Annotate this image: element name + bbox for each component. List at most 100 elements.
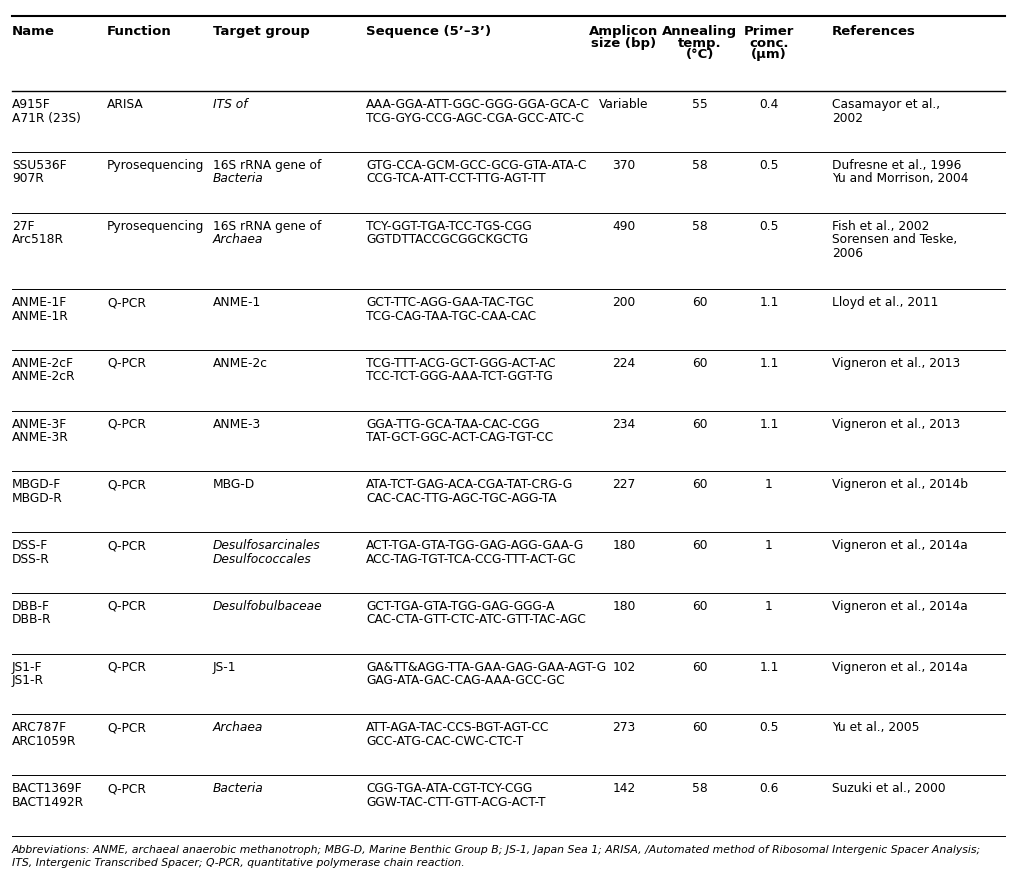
Text: 370: 370 bbox=[612, 158, 636, 172]
Text: 60: 60 bbox=[693, 599, 708, 612]
Text: Desulfobulbaceae: Desulfobulbaceae bbox=[213, 599, 322, 612]
Text: Yu and Morrison, 2004: Yu and Morrison, 2004 bbox=[832, 172, 968, 185]
Text: 0.4: 0.4 bbox=[760, 97, 779, 111]
Text: 1.1: 1.1 bbox=[760, 660, 779, 673]
Text: 27F: 27F bbox=[12, 219, 35, 232]
Text: 16S rRNA gene of: 16S rRNA gene of bbox=[213, 219, 321, 232]
Text: Q-PCR: Q-PCR bbox=[107, 599, 145, 612]
Text: 0.5: 0.5 bbox=[760, 158, 779, 172]
Text: References: References bbox=[832, 25, 916, 38]
Text: 60: 60 bbox=[693, 417, 708, 430]
Text: GGW-TAC-CTT-GTT-ACG-ACT-T: GGW-TAC-CTT-GTT-ACG-ACT-T bbox=[366, 795, 545, 808]
Text: 180: 180 bbox=[612, 599, 636, 612]
Text: A915F: A915F bbox=[12, 97, 51, 111]
Text: ANME-3F: ANME-3F bbox=[12, 417, 67, 430]
Text: Q-PCR: Q-PCR bbox=[107, 660, 145, 673]
Text: 16S rRNA gene of: 16S rRNA gene of bbox=[213, 158, 321, 172]
Text: TCG-TTT-ACG-GCT-GGG-ACT-AC: TCG-TTT-ACG-GCT-GGG-ACT-AC bbox=[366, 357, 555, 369]
Text: BACT1369F: BACT1369F bbox=[12, 781, 82, 795]
Text: 58: 58 bbox=[693, 781, 708, 795]
Text: 0.5: 0.5 bbox=[760, 219, 779, 232]
Text: Q-PCR: Q-PCR bbox=[107, 781, 145, 795]
Text: CCG-TCA-ATT-CCT-TTG-AGT-TT: CCG-TCA-ATT-CCT-TTG-AGT-TT bbox=[366, 172, 546, 185]
Text: Yu et al., 2005: Yu et al., 2005 bbox=[832, 721, 919, 734]
Text: Q-PCR: Q-PCR bbox=[107, 721, 145, 734]
Text: ATT-AGA-TAC-CCS-BGT-AGT-CC: ATT-AGA-TAC-CCS-BGT-AGT-CC bbox=[366, 721, 549, 734]
Text: GAG-ATA-GAC-CAG-AAA-GCC-GC: GAG-ATA-GAC-CAG-AAA-GCC-GC bbox=[366, 673, 564, 687]
Text: MBG-D: MBG-D bbox=[213, 478, 255, 491]
Text: 60: 60 bbox=[693, 538, 708, 552]
Text: ARC1059R: ARC1059R bbox=[12, 734, 76, 747]
Text: Fish et al., 2002: Fish et al., 2002 bbox=[832, 219, 930, 232]
Text: ARISA: ARISA bbox=[107, 97, 143, 111]
Text: Name: Name bbox=[12, 25, 55, 38]
Text: Pyrosequencing: Pyrosequencing bbox=[107, 158, 204, 172]
Text: Bacteria: Bacteria bbox=[213, 172, 263, 185]
Text: Vigneron et al., 2014a: Vigneron et al., 2014a bbox=[832, 660, 968, 673]
Text: Vigneron et al., 2014a: Vigneron et al., 2014a bbox=[832, 538, 968, 552]
Text: Desulfosarcinales: Desulfosarcinales bbox=[213, 538, 320, 552]
Text: MBGD-R: MBGD-R bbox=[12, 492, 63, 504]
Text: Vigneron et al., 2013: Vigneron et al., 2013 bbox=[832, 417, 960, 430]
Text: Pyrosequencing: Pyrosequencing bbox=[107, 219, 204, 232]
Text: Q-PCR: Q-PCR bbox=[107, 417, 145, 430]
Text: DBB-F: DBB-F bbox=[12, 599, 50, 612]
Text: 1: 1 bbox=[765, 538, 773, 552]
Text: Arc518R: Arc518R bbox=[12, 232, 64, 246]
Text: GGTDTTACCGCGGCKGCTG: GGTDTTACCGCGGCKGCTG bbox=[366, 232, 528, 246]
Text: Suzuki et al., 2000: Suzuki et al., 2000 bbox=[832, 781, 946, 795]
Text: ANME-1R: ANME-1R bbox=[12, 309, 69, 322]
Text: ACT-TGA-GTA-TGG-GAG-AGG-GAA-G: ACT-TGA-GTA-TGG-GAG-AGG-GAA-G bbox=[366, 538, 584, 552]
Text: TCC-TCT-GGG-AAA-TCT-GGT-TG: TCC-TCT-GGG-AAA-TCT-GGT-TG bbox=[366, 370, 553, 383]
Text: ARC787F: ARC787F bbox=[12, 721, 67, 734]
Text: 224: 224 bbox=[612, 357, 636, 369]
Text: Lloyd et al., 2011: Lloyd et al., 2011 bbox=[832, 296, 939, 308]
Text: TCY-GGT-TGA-TCC-TGS-CGG: TCY-GGT-TGA-TCC-TGS-CGG bbox=[366, 219, 532, 232]
Text: 1: 1 bbox=[765, 599, 773, 612]
Text: CAC-CTA-GTT-CTC-ATC-GTT-TAC-AGC: CAC-CTA-GTT-CTC-ATC-GTT-TAC-AGC bbox=[366, 612, 586, 626]
Text: CAC-CAC-TTG-AGC-TGC-AGG-TA: CAC-CAC-TTG-AGC-TGC-AGG-TA bbox=[366, 492, 556, 504]
Text: 58: 58 bbox=[693, 219, 708, 232]
Text: 60: 60 bbox=[693, 721, 708, 734]
Text: MBGD-F: MBGD-F bbox=[12, 478, 61, 491]
Text: Sequence (5’–3’): Sequence (5’–3’) bbox=[366, 25, 491, 38]
Text: TCG-GYG-CCG-AGC-CGA-GCC-ATC-C: TCG-GYG-CCG-AGC-CGA-GCC-ATC-C bbox=[366, 112, 584, 124]
Text: ITS of: ITS of bbox=[213, 97, 251, 111]
Text: ANME-2c: ANME-2c bbox=[213, 357, 268, 369]
Text: TAT-GCT-GGC-ACT-CAG-TGT-CC: TAT-GCT-GGC-ACT-CAG-TGT-CC bbox=[366, 431, 553, 443]
Text: 200: 200 bbox=[612, 296, 636, 308]
Text: GA&TT&AGG-TTA-GAA-GAG-GAA-AGT-G: GA&TT&AGG-TTA-GAA-GAG-GAA-AGT-G bbox=[366, 660, 606, 673]
Text: conc.: conc. bbox=[750, 37, 789, 49]
Text: DSS-F: DSS-F bbox=[12, 538, 48, 552]
Text: Sorensen and Teske,: Sorensen and Teske, bbox=[832, 232, 957, 246]
Text: Archaea: Archaea bbox=[213, 232, 263, 246]
Text: 58: 58 bbox=[693, 158, 708, 172]
Text: temp.: temp. bbox=[678, 37, 722, 49]
Text: Annealing: Annealing bbox=[662, 25, 737, 38]
Text: A71R (23S): A71R (23S) bbox=[12, 112, 81, 124]
Text: Archaea: Archaea bbox=[213, 721, 263, 734]
Text: Q-PCR: Q-PCR bbox=[107, 538, 145, 552]
Text: ANME-1F: ANME-1F bbox=[12, 296, 67, 308]
Text: 273: 273 bbox=[612, 721, 636, 734]
Text: JS1-F: JS1-F bbox=[12, 660, 43, 673]
Text: GCT-TTC-AGG-GAA-TAC-TGC: GCT-TTC-AGG-GAA-TAC-TGC bbox=[366, 296, 534, 308]
Text: ACC-TAG-TGT-TCA-CCG-TTT-ACT-GC: ACC-TAG-TGT-TCA-CCG-TTT-ACT-GC bbox=[366, 552, 577, 565]
Text: Vigneron et al., 2014a: Vigneron et al., 2014a bbox=[832, 599, 968, 612]
Text: 2002: 2002 bbox=[832, 112, 863, 124]
Text: 102: 102 bbox=[612, 660, 636, 673]
Text: (°C): (°C) bbox=[685, 48, 714, 61]
Text: 55: 55 bbox=[693, 97, 708, 111]
Text: Vigneron et al., 2014b: Vigneron et al., 2014b bbox=[832, 478, 968, 491]
Text: JS-1: JS-1 bbox=[213, 660, 237, 673]
Text: AAA-GGA-ATT-GGC-GGG-GGA-GCA-C: AAA-GGA-ATT-GGC-GGG-GGA-GCA-C bbox=[366, 97, 590, 111]
Text: 180: 180 bbox=[612, 538, 636, 552]
Text: DBB-R: DBB-R bbox=[12, 612, 52, 626]
Text: GGA-TTG-GCA-TAA-CAC-CGG: GGA-TTG-GCA-TAA-CAC-CGG bbox=[366, 417, 539, 430]
Text: 227: 227 bbox=[612, 478, 636, 491]
Text: ANME-3: ANME-3 bbox=[213, 417, 261, 430]
Text: GCT-TGA-GTA-TGG-GAG-GGG-A: GCT-TGA-GTA-TGG-GAG-GGG-A bbox=[366, 599, 554, 612]
Text: Q-PCR: Q-PCR bbox=[107, 296, 145, 308]
Text: 1.1: 1.1 bbox=[760, 357, 779, 369]
Text: 142: 142 bbox=[612, 781, 636, 795]
